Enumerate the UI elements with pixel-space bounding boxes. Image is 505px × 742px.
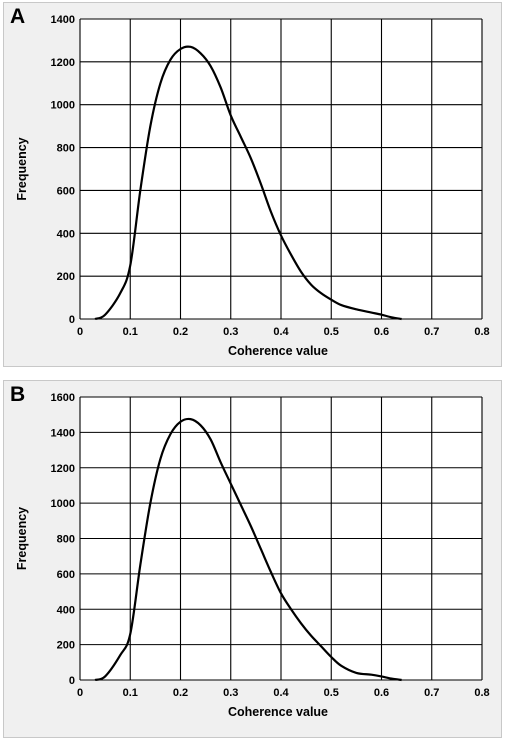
x-tick-label: 0.1 bbox=[123, 687, 138, 699]
y-tick-label: 600 bbox=[57, 569, 75, 581]
series-line-0 bbox=[94, 45, 402, 321]
y-tick-label: 0 bbox=[69, 675, 75, 687]
x-axis-title: Coherence value bbox=[228, 344, 328, 358]
y-tick-label: 1000 bbox=[51, 498, 75, 510]
y-tick-label: 0 bbox=[69, 314, 75, 326]
x-axis-title: Coherence value bbox=[228, 705, 328, 719]
panel-label: B bbox=[10, 383, 26, 406]
x-tick-label: 0 bbox=[77, 687, 83, 699]
chart-panel-a: A 0 0.1 0.2 0.3 0.4 0.5 0.6 0.7 0.8 0 200 400 600 800… bbox=[3, 2, 502, 367]
y-tick-label: 1400 bbox=[51, 14, 75, 26]
y-tick-label: 1600 bbox=[51, 392, 75, 404]
y-tick-label: 200 bbox=[57, 271, 75, 283]
y-tick-label: 600 bbox=[57, 185, 75, 197]
x-tick-label: 0.2 bbox=[173, 326, 188, 338]
chart-b-svg: 0 0.1 0.2 0.3 0.4 0.5 0.6 0.7 0.8 0 200 400 600 800 10… bbox=[15, 392, 490, 719]
y-tick-label: 1000 bbox=[51, 100, 75, 112]
y-axis-title: Frequency bbox=[15, 507, 29, 570]
x-tick-label: 0.1 bbox=[123, 326, 138, 338]
y-tick-label: 200 bbox=[57, 640, 75, 652]
panel-label: A bbox=[10, 5, 26, 28]
y-tick-label: 1400 bbox=[51, 427, 75, 439]
x-tick-label: 0.8 bbox=[474, 326, 489, 338]
x-tick-label: 0.5 bbox=[324, 687, 339, 699]
x-tick-label: 0.5 bbox=[324, 326, 339, 338]
y-tick-label: 400 bbox=[57, 228, 75, 240]
x-tick-label: 0.2 bbox=[173, 687, 188, 699]
chart-panel-b: B 0 0.1 0.2 0.3 0.4 0.5 0.6 0.7 0.8 0 200 400 600 800… bbox=[3, 380, 502, 738]
x-tick-label: 0.6 bbox=[374, 326, 389, 338]
x-tick-label: 0 bbox=[77, 326, 83, 338]
y-tick-label: 800 bbox=[57, 143, 75, 155]
x-tick-label: 0.8 bbox=[474, 687, 489, 699]
y-tick-label: 400 bbox=[57, 604, 75, 616]
chart-a-svg: 0 0.1 0.2 0.3 0.4 0.5 0.6 0.7 0.8 0 200 400 600 800 10… bbox=[15, 14, 490, 358]
y-tick-label: 1200 bbox=[51, 463, 75, 475]
x-tick-label: 0.7 bbox=[424, 326, 439, 338]
y-tick-label: 800 bbox=[57, 534, 75, 546]
x-tick-label: 0.3 bbox=[223, 687, 238, 699]
x-tick-label: 0.3 bbox=[223, 326, 238, 338]
y-axis-title: Frequency bbox=[15, 137, 29, 200]
x-tick-label: 0.6 bbox=[374, 687, 389, 699]
y-tick-label: 1200 bbox=[51, 57, 75, 69]
x-tick-label: 0.4 bbox=[273, 326, 289, 338]
x-tick-label: 0.7 bbox=[424, 687, 439, 699]
x-tick-label: 0.4 bbox=[273, 687, 289, 699]
series-line-0 bbox=[94, 417, 402, 682]
